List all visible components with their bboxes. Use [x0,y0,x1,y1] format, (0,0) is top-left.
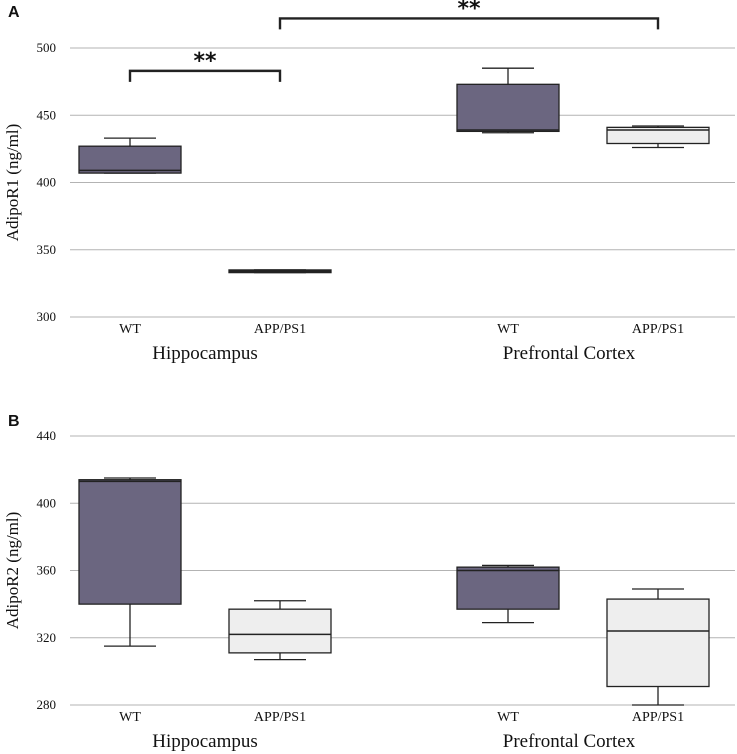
box-app-ps1 [606,588,710,706]
category-label: APP/PS1 [632,710,684,725]
y-tick-label: 350 [37,242,57,257]
box-iqr [78,479,182,605]
y-tick-label: 300 [37,309,57,324]
y-tick-label: 320 [37,630,57,645]
category-label: APP/PS1 [254,322,306,337]
group-label: Prefrontal Cortex [503,731,636,752]
category-label: WT [497,710,519,725]
box-iqr [456,566,560,610]
significance-bracket: ** [278,0,660,30]
bracket-line [128,69,282,82]
box-app-ps1 [606,125,710,149]
significance-bracket: ** [128,49,282,82]
panel-B: B AdipoR2 (ng/ml) 280 320 360 400 440 WT APP/PS1… [3,413,735,752]
group-label: Hippocampus [152,731,258,752]
panel-A: A AdipoR1 (ng/ml) 300 350 400 450 500 WT APP/PS1… [3,0,735,364]
panel-label: B [8,413,20,430]
significance-stars: ** [193,49,217,74]
category-label: WT [119,710,141,725]
box-app-ps1 [228,269,332,274]
y-tick-label: 400 [37,495,57,510]
box-iqr [456,83,560,133]
y-axis-title: AdipoR2 (ng/ml) [3,512,22,630]
group-label: Prefrontal Cortex [503,343,636,364]
box-iqr [228,608,332,654]
y-tick-label: 450 [37,107,57,122]
y-tick-label: 400 [37,175,57,190]
y-tick-label: 440 [37,428,57,443]
box-iqr [78,145,182,174]
box-iqr [606,598,710,688]
category-label: WT [119,322,141,337]
significance-stars: ** [457,0,481,21]
panel-label: A [8,4,20,21]
category-label: APP/PS1 [632,322,684,337]
box-wt [456,564,560,624]
box-app-ps1 [228,600,332,661]
box-wt [78,477,182,647]
box-iqr [606,126,710,145]
category-label: APP/PS1 [254,710,306,725]
y-tick-label: 360 [37,563,57,578]
y-tick-label: 500 [37,40,57,55]
box-wt [456,67,560,134]
group-label: Hippocampus [152,343,258,364]
category-label: WT [497,322,519,337]
bracket-line [278,17,660,30]
box-wt [78,137,182,174]
y-tick-label: 280 [37,697,57,712]
y-axis-title: AdipoR1 (ng/ml) [3,124,22,242]
